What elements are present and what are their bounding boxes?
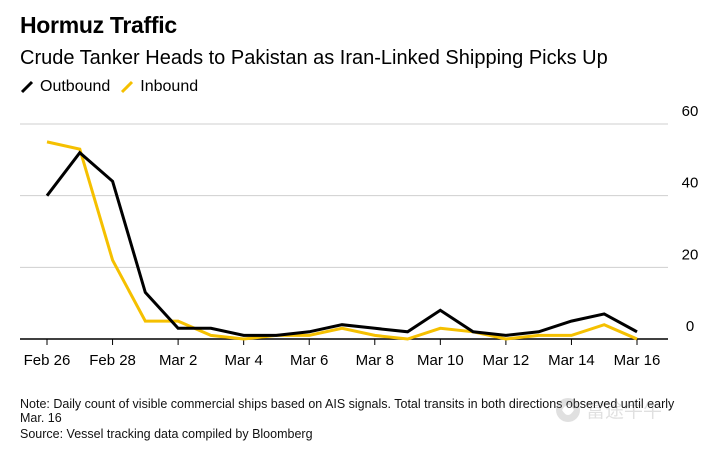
x-tick-label-mar-10: Mar 10 [417,352,464,369]
inbound-swatch-icon [121,80,134,94]
x-tick-label-mar-8: Mar 8 [356,352,394,369]
legend-item-inbound: Inbound [120,78,198,96]
x-tick-label-mar-2: Mar 2 [159,352,197,369]
y-tick-label-0: 0 [686,318,694,335]
y-tick-label-20: 20 [682,246,699,263]
legend-item-outbound: Outbound [20,78,110,96]
x-tick-label-feb-26: Feb 26 [24,352,71,369]
chart-subtitle: Crude Tanker Heads to Pakistan as Iran-L… [20,47,608,69]
y-tick-label-60: 60 [682,103,699,120]
x-tick-label-mar-16: Mar 16 [614,352,661,369]
y-tick-label-40: 40 [682,175,699,192]
x-tick-label-mar-4: Mar 4 [224,352,262,369]
x-tick-label-mar-6: Mar 6 [290,352,328,369]
legend-label-inbound: Inbound [140,78,199,95]
x-tick-label-mar-12: Mar 12 [483,352,530,369]
series-line-inbound [46,140,638,341]
watermark-text: 富途牛牛 [586,400,662,422]
chart-note: Note: Daily count of visible commercial … [20,397,675,425]
x-tick-label-feb-28: Feb 28 [89,352,136,369]
futu-watermark-logo: 富途牛牛 [556,398,662,422]
chart-source: Source: Vessel tracking data compiled by… [20,427,313,441]
legend-label-outbound: Outbound [40,78,111,95]
x-tick-label-mar-14: Mar 14 [548,352,595,369]
legend: Outbound Inbound [20,77,208,97]
series-line-outbound [45,150,638,337]
chart-title: Hormuz Traffic [20,12,177,38]
outbound-swatch-icon [20,80,34,94]
